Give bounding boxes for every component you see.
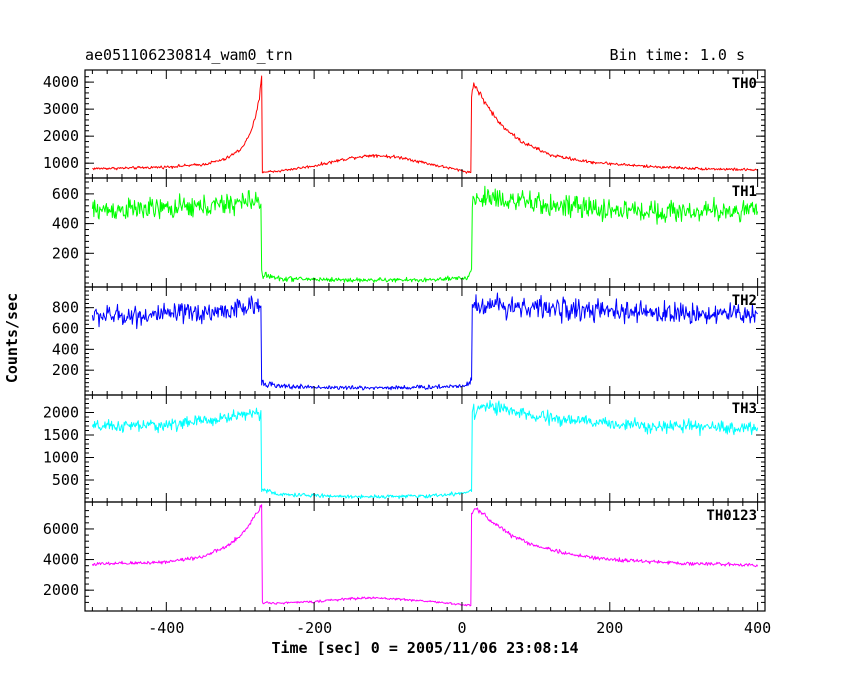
x-tick-label: 0 bbox=[457, 619, 466, 637]
panel-frame bbox=[84, 501, 766, 612]
panel-frame bbox=[84, 394, 766, 503]
y-tick-label: 500 bbox=[52, 471, 79, 489]
y-tick-label: 1000 bbox=[43, 449, 79, 467]
panel-label-th0123: TH0123 bbox=[706, 508, 757, 524]
y-tick-label: 2000 bbox=[43, 581, 79, 599]
series-line-th1 bbox=[91, 185, 759, 283]
y-tick-label: 3000 bbox=[43, 100, 79, 118]
panel-label-th0: TH0 bbox=[732, 76, 757, 92]
panel-frame bbox=[84, 286, 766, 396]
y-tick-label: 1500 bbox=[43, 426, 79, 444]
y-tick-label: 600 bbox=[52, 185, 79, 203]
y-tick-label: 200 bbox=[52, 361, 79, 379]
series-line-th2 bbox=[91, 292, 758, 391]
chart-title: ae051106230814_wam0_trn bbox=[85, 46, 293, 64]
x-axis-label: Time [sec] 0 = 2005/11/06 23:08:14 bbox=[271, 639, 578, 657]
panel-th1: 200 400 600 TH1 bbox=[52, 177, 766, 288]
y-tick-label: 1000 bbox=[43, 154, 79, 172]
x-tick-label: -400 bbox=[148, 619, 184, 637]
series-line-th0 bbox=[92, 75, 758, 174]
series-line-th0123 bbox=[91, 504, 759, 607]
panel-label-th2: TH2 bbox=[732, 293, 757, 309]
panel-label-th3: TH3 bbox=[732, 401, 757, 417]
panel-th0123: 2000 4000 6000 TH0123 bbox=[43, 501, 766, 612]
panel-frame bbox=[84, 177, 766, 288]
panels-group: 1000 2000 3000 4000 TH0 200 400 600 TH1 200 400 600… bbox=[43, 69, 766, 612]
bin-time-label: Bin time: 1.0 s bbox=[610, 46, 745, 64]
panel-th0: 1000 2000 3000 4000 TH0 bbox=[43, 69, 766, 179]
panel-label-th1: TH1 bbox=[732, 184, 757, 200]
x-tick-label: 400 bbox=[744, 619, 771, 637]
y-tick-label: 800 bbox=[52, 299, 79, 317]
y-axis-label: Counts/sec bbox=[3, 293, 21, 383]
y-tick-label: 200 bbox=[52, 244, 79, 262]
panel-th2: 200 400 600 800 TH2 bbox=[52, 286, 766, 396]
y-tick-label: 4000 bbox=[43, 551, 79, 569]
x-axis: -400 -200 0 200 400 bbox=[148, 619, 771, 637]
x-tick-label: 200 bbox=[596, 619, 623, 637]
y-tick-label: 4000 bbox=[43, 73, 79, 91]
y-tick-label: 400 bbox=[52, 215, 79, 233]
panel-th3: 500 1000 1500 2000 TH3 bbox=[43, 394, 766, 503]
series-line-th3 bbox=[91, 399, 759, 500]
y-tick-label: 2000 bbox=[43, 127, 79, 145]
y-tick-label: 6000 bbox=[43, 520, 79, 538]
y-tick-label: 400 bbox=[52, 340, 79, 358]
y-tick-label: 2000 bbox=[43, 404, 79, 422]
x-tick-label: -200 bbox=[296, 619, 332, 637]
y-tick-label: 600 bbox=[52, 320, 79, 338]
